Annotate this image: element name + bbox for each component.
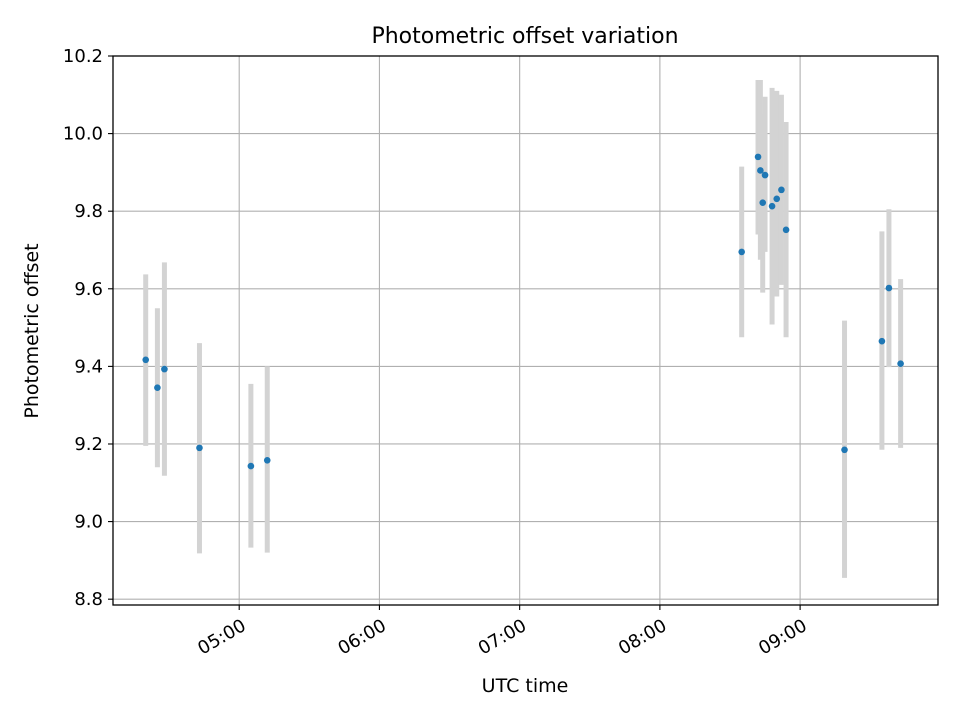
data-point [142,356,150,364]
y-tick-label: 9.6 [74,279,103,300]
y-tick-label: 9.4 [74,356,103,377]
data-point [768,202,776,210]
data-points [142,153,904,470]
data-point [885,284,893,292]
x-gridlines [238,56,801,605]
data-point [738,248,745,256]
y-tick-label: 10.0 [63,124,103,145]
data-point [778,186,785,194]
data-point [761,171,769,179]
data-point [196,444,203,452]
data-point [878,337,886,345]
y-tick-label: 8.8 [74,589,103,610]
data-point [754,153,762,161]
data-point [773,195,781,203]
y-tick-label: 9.0 [74,512,103,533]
data-point [154,384,161,392]
data-point [757,167,764,174]
data-point [782,226,790,234]
y-tick-label: 9.2 [74,434,103,455]
x-axis-title: UTC time [482,675,569,697]
data-point [841,446,848,454]
plot-frame [112,55,939,606]
data-point [759,199,767,206]
data-point [897,360,904,367]
data-point [161,365,168,373]
y-tick-label: 10.2 [63,46,103,67]
y-axis-ticks: 8.8 9.0 9.2 9.4 9.6 9.8 10.0 10.2 [63,46,113,610]
plot-area [113,56,938,605]
data-point [247,462,255,470]
y-axis-title: Photometric offset [21,243,43,418]
data-point [263,456,271,464]
y-tick-label: 9.8 [74,201,103,222]
chart-title: Photometric offset variation [371,24,678,49]
